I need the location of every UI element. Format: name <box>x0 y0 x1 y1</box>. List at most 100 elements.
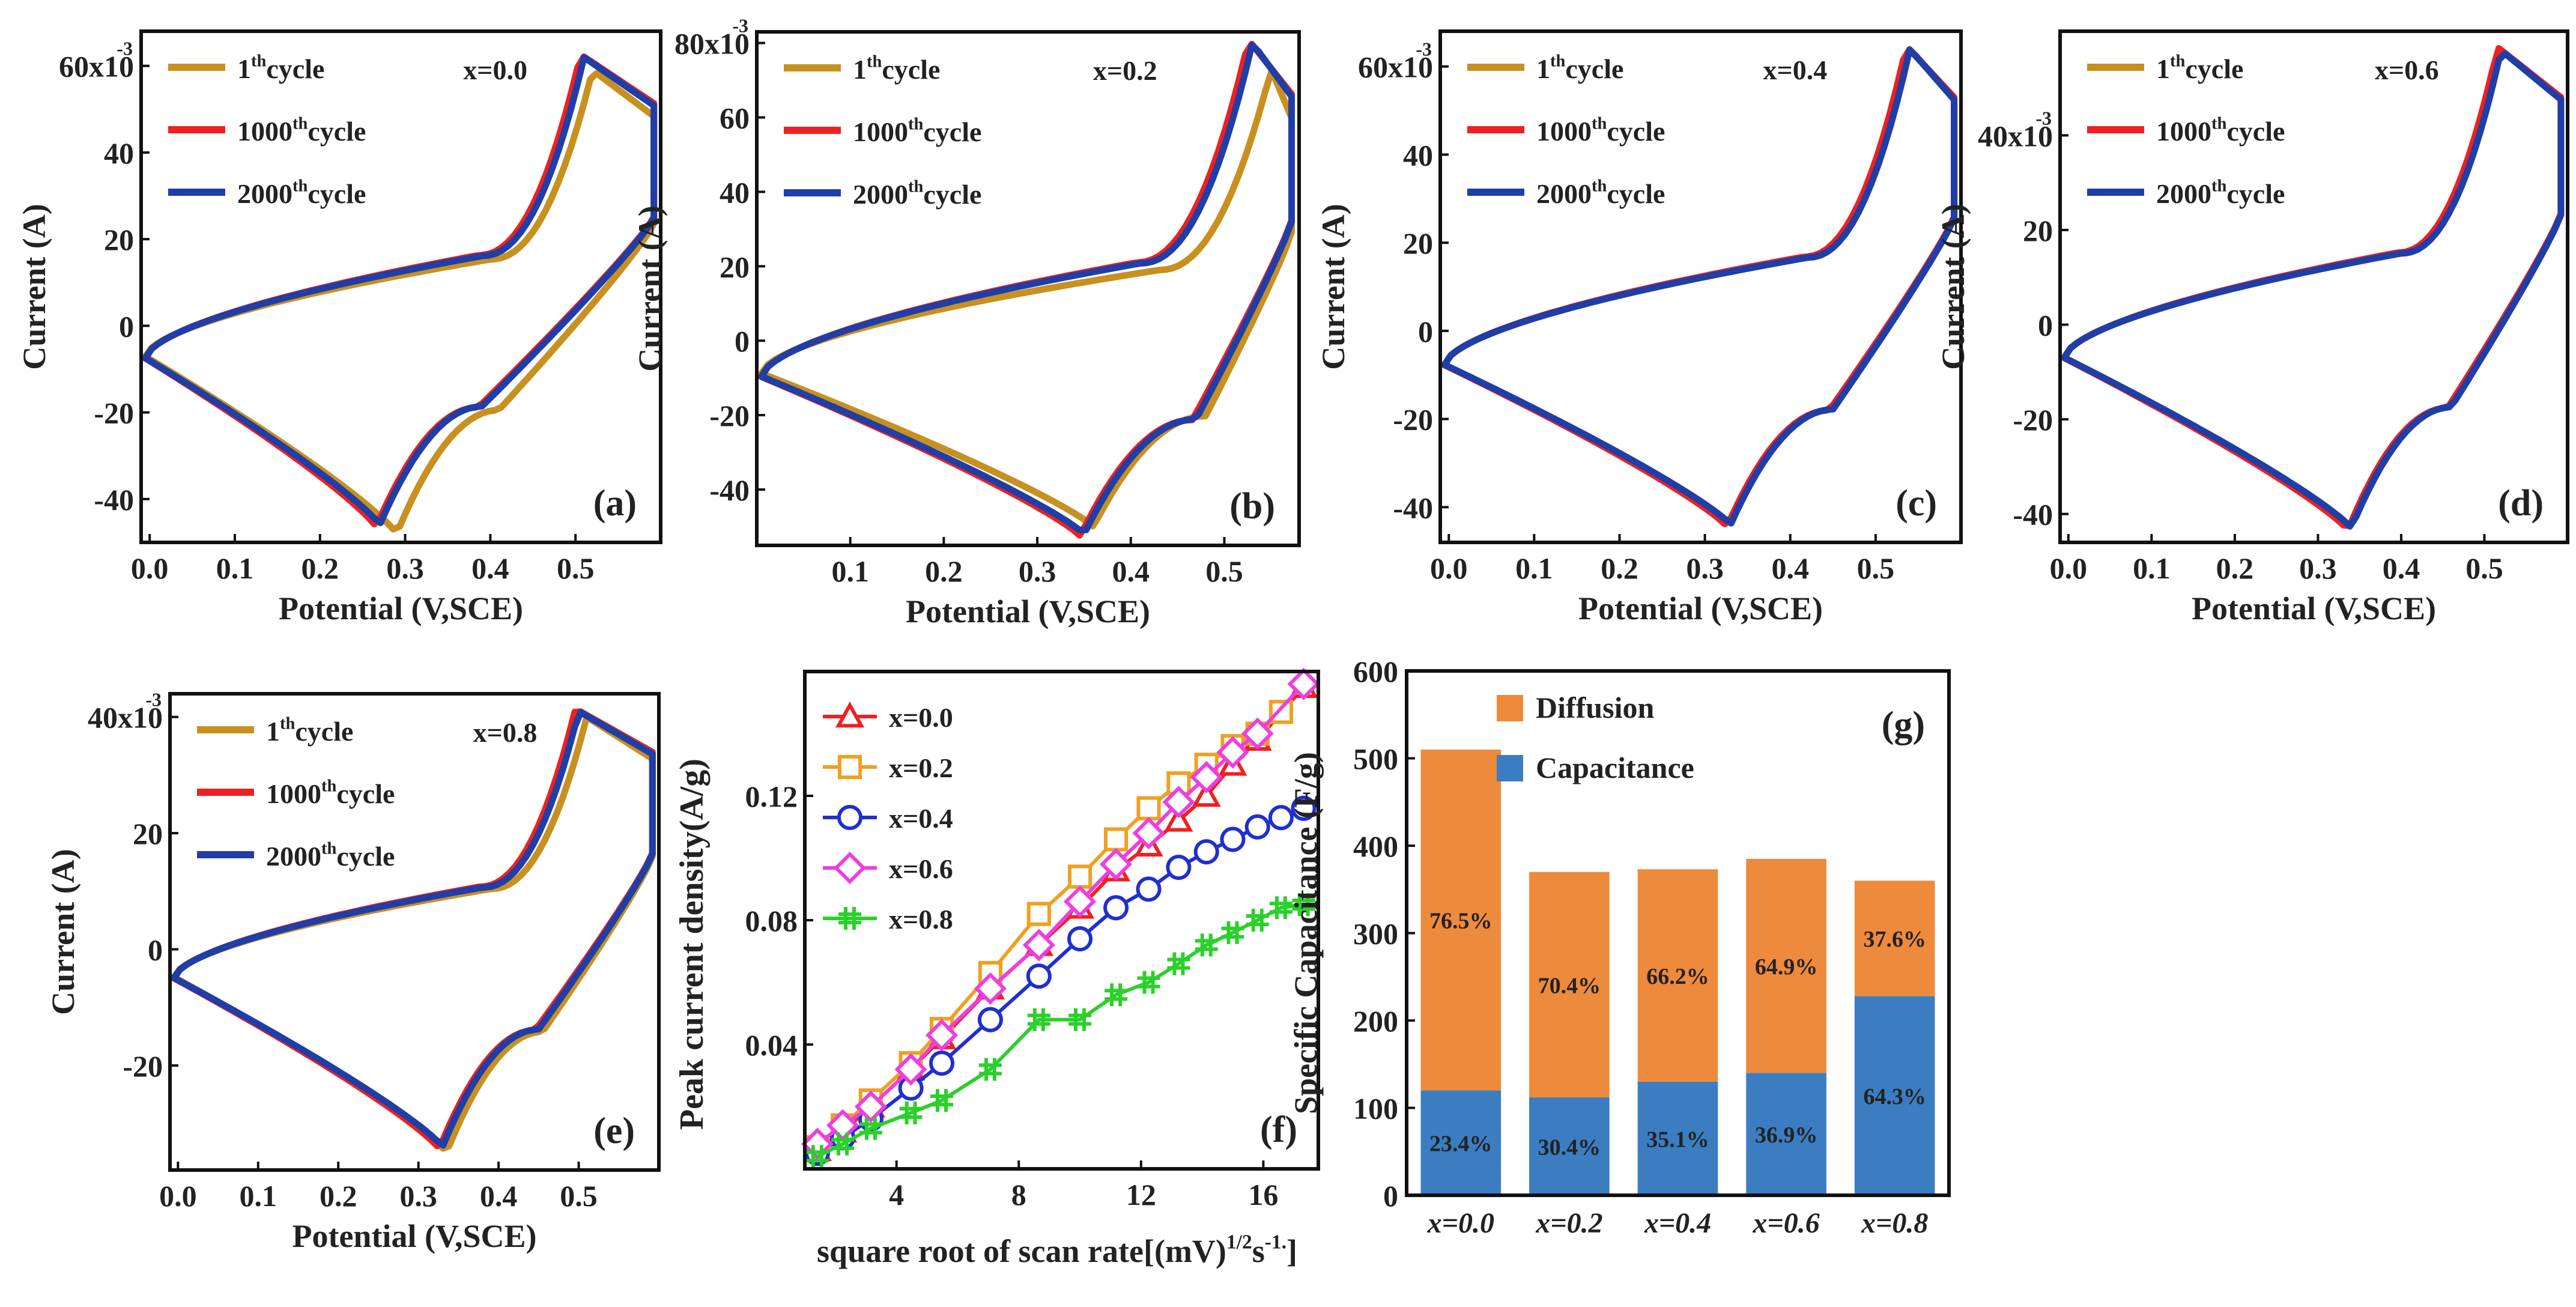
legend-superscript: th <box>2170 52 2185 71</box>
y-tick-label: 0 <box>1383 1179 1398 1213</box>
data-point <box>1269 896 1293 920</box>
x-tick-label: 0.5 <box>1857 551 1895 585</box>
data-point <box>1136 876 1162 902</box>
cv-curve-b-3 <box>758 41 1295 533</box>
legend-marker <box>837 804 863 831</box>
y-tick-label: -20 <box>123 1049 163 1083</box>
y-tick-label: 200 <box>1353 1004 1398 1038</box>
x-axis-label: Potential (V,SCE) <box>292 1218 536 1254</box>
data-point <box>899 1101 923 1124</box>
legend-entry: 1000thcycle <box>237 115 366 147</box>
data-point <box>1195 933 1218 957</box>
data-point <box>854 1090 887 1123</box>
y-tick-label: -20 <box>709 399 750 432</box>
x-tick-label: 0.1 <box>2133 551 2171 585</box>
cv-curve-e-3 <box>171 709 656 1149</box>
y-axis-label: Specific Capacitance (F/g) <box>1288 752 1324 1114</box>
x-tick-label: 0.5 <box>1205 554 1243 588</box>
y-tick-label: -40 <box>1393 491 1433 524</box>
data-point <box>1063 885 1097 918</box>
bar-percent-capacitance: 30.4% <box>1538 1135 1601 1160</box>
x-tick-label: 0.1 <box>831 554 869 588</box>
data-point <box>1216 736 1249 769</box>
cv-curve-c-1 <box>1441 46 1958 527</box>
data-point <box>930 1089 953 1112</box>
bar-diffusion <box>1746 858 1826 1073</box>
bar-capacitance <box>1746 1073 1826 1195</box>
x-tick-label: 0.1 <box>240 1179 277 1213</box>
legend-cycle: cycle <box>1607 116 1665 147</box>
x-label-sup: -1. <box>1265 1231 1286 1253</box>
data-point <box>1164 805 1193 832</box>
y-tick-label: 20 <box>1403 226 1433 260</box>
plot-frame <box>1438 29 1963 544</box>
cv-curve-a-1 <box>142 70 658 533</box>
x-tick-label: 4 <box>889 1178 904 1211</box>
panel-f: 4 8 12 16 0.04 0.08 0.12 square root of scan ra… <box>673 667 1320 1269</box>
legend-entry: 2000thcycle <box>266 840 395 872</box>
legend-entry: 2000thcycle <box>2156 177 2285 209</box>
x-tick-label: 0.3 <box>1019 554 1056 588</box>
plot-frame <box>2058 29 2569 544</box>
x-tick-label: 0.4 <box>2383 551 2420 585</box>
x-tick-label: 0.2 <box>320 1179 357 1213</box>
x-tick-label: 0.4 <box>471 551 509 585</box>
legend-entry: 1thcycle <box>853 53 940 85</box>
y-tick-label: 0 <box>735 324 750 358</box>
y-tick-label: -20 <box>2013 403 2053 437</box>
legend-superscript: th <box>2211 177 2226 196</box>
legend-superscript: th <box>280 715 295 733</box>
y-tick-label: 400 <box>1353 829 1398 863</box>
legend-entry: 1thcycle <box>266 715 353 747</box>
series-line-x=0.4 <box>816 806 1305 1155</box>
cv-curve-b-1 <box>758 67 1295 530</box>
data-point <box>1022 929 1055 962</box>
y-tick-label: 0.04 <box>745 1028 798 1062</box>
legend-cycle: cycle <box>336 778 395 809</box>
legend-cycle: cycle <box>295 716 353 747</box>
x-label-end: ] <box>1286 1233 1297 1269</box>
data-point <box>929 1051 955 1076</box>
data-point <box>1100 848 1133 881</box>
x-tick-label: 0.0 <box>159 1179 197 1213</box>
data-point <box>1026 902 1051 926</box>
y-tick-label: 40 <box>720 175 750 209</box>
plot-frame <box>168 692 661 1172</box>
y-tick-label: 60 <box>720 102 750 135</box>
legend-cycle: cycle <box>2226 116 2285 147</box>
y-axis-label: Current (A) <box>45 849 81 1014</box>
bar-percent-diffusion: 66.2% <box>1646 964 1709 989</box>
panel-letter: (g) <box>1882 705 1925 745</box>
y-axis-label: Current (A) <box>1315 204 1351 369</box>
bar-diffusion <box>1420 749 1502 1091</box>
legend-superscript: th <box>2211 115 2226 133</box>
x-tick-label: 8 <box>1011 1178 1026 1211</box>
y-exponent: -3 <box>117 38 133 59</box>
legend-number: 1000 <box>2156 116 2211 147</box>
x-tick-label: 0.0 <box>2050 551 2088 585</box>
x-label-main: square root of scan rate[(mV) <box>817 1233 1226 1269</box>
data-point <box>1068 1008 1092 1031</box>
data-point <box>1268 700 1294 724</box>
plot-frame <box>755 30 1301 547</box>
series-line-x=0.8 <box>816 903 1305 1158</box>
y-tick-label: 100 <box>1353 1092 1398 1126</box>
x-tick-label: 0.4 <box>1771 551 1809 585</box>
y-exponent: -3 <box>732 15 748 37</box>
panel-d: 0.0 0.1 0.2 0.3 0.4 0.5 -40 -20 0 20 40x10-3 Potent… <box>1935 29 2569 626</box>
data-point <box>1192 780 1221 807</box>
legend-superscript: th <box>321 840 336 858</box>
data-point <box>1246 909 1269 932</box>
x-tick-label: 0.3 <box>399 1179 437 1213</box>
legend-number: 2000 <box>853 179 908 210</box>
legend-number: 2000 <box>2156 178 2211 209</box>
panel-letter: (b) <box>1229 486 1275 527</box>
legend-cycle: cycle <box>1607 178 1665 209</box>
x-tick-label: 0.1 <box>216 551 254 585</box>
legend-label: x=0.8 <box>889 904 953 935</box>
legend-marker <box>837 754 862 780</box>
data-point <box>1190 760 1223 793</box>
legend-cycle: cycle <box>336 841 395 872</box>
data-point <box>1027 1008 1050 1031</box>
legend-number: 1000 <box>266 778 321 809</box>
